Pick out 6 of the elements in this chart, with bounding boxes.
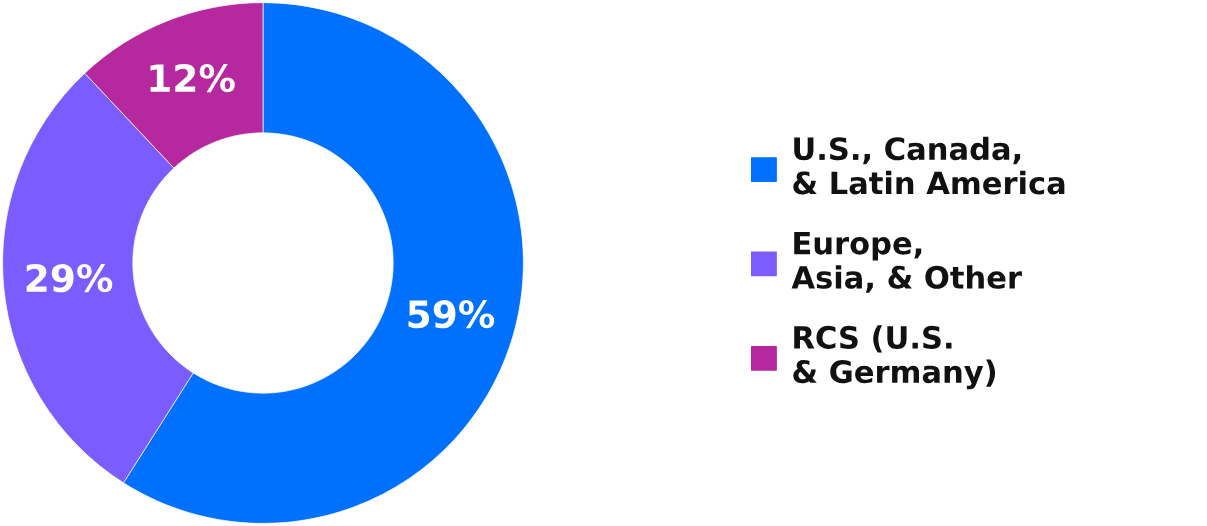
data-label: 29% <box>26 263 113 293</box>
data-label: 12% <box>150 63 235 93</box>
legend-label: RCS (U.S. & Germany) <box>793 325 996 390</box>
legend-label: U.S., Canada, & Latin America <box>793 136 1065 195</box>
legend-label: Europe, Asia, & Other <box>791 231 1022 293</box>
data-label: 59% <box>408 300 495 329</box>
